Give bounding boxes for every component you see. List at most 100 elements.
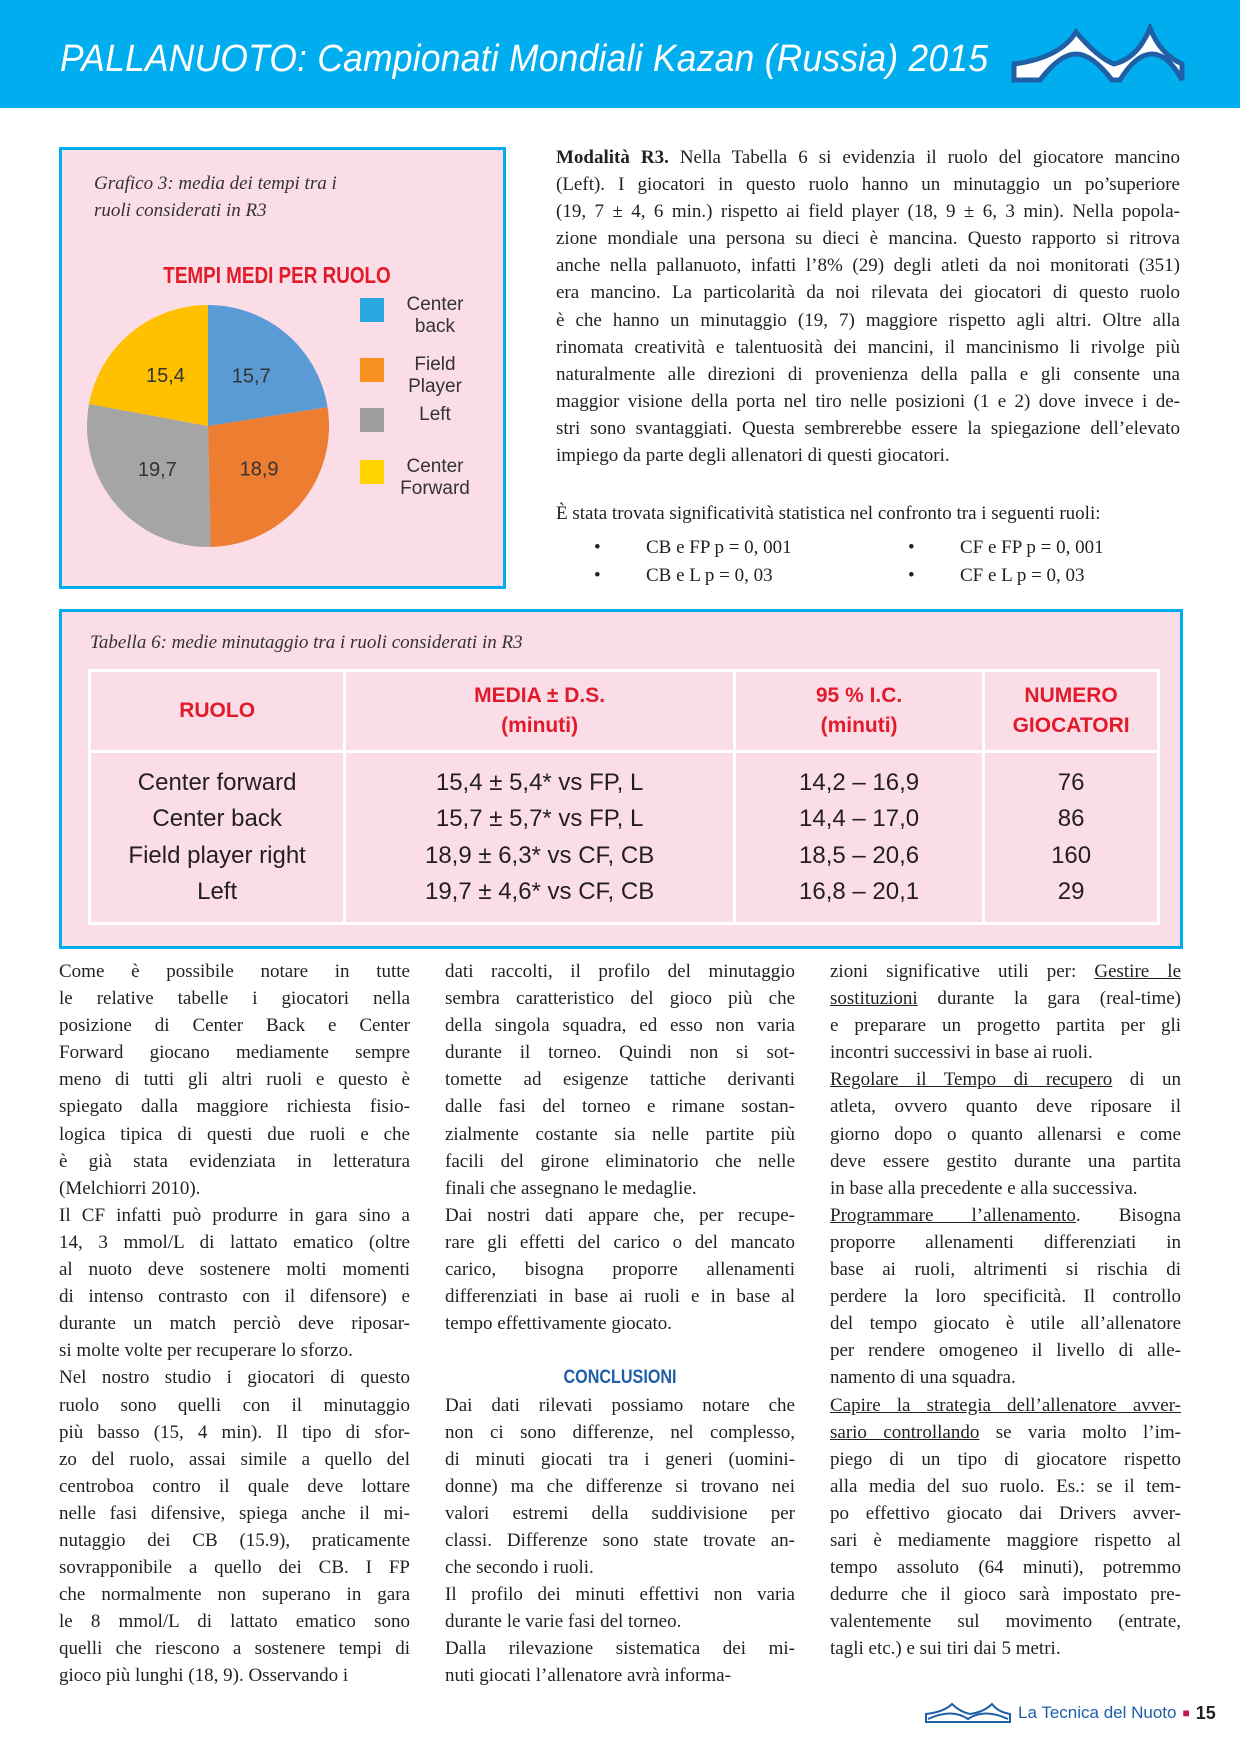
text-line: Dalla rilevazione sistematica dei mi-	[445, 1638, 795, 1660]
text-segment: . Bisogna	[1075, 1204, 1182, 1226]
chart-panel: Grafico 3: media dei tempi tra i ruoli c…	[59, 147, 506, 589]
text-line: Nel nostro studio i giocatori di questo	[59, 1367, 410, 1389]
underlined-phrase: Capire la strategia dell’allenatore avve…	[830, 1394, 1181, 1416]
text-line: (Left). I giocatori in questo ruolo hann…	[556, 174, 1180, 196]
text-line: zo del ruolo, assai simile a quello del	[59, 1448, 410, 1470]
text-line: Come è possibile notare in tutte	[59, 961, 410, 982]
text-line: valori estremi della suddivisione per	[445, 1502, 795, 1524]
text-line: sovrapponibile a quello dei CB. I FP	[59, 1557, 410, 1579]
legend-line: back	[414, 316, 456, 337]
text-segment: di un	[1112, 1069, 1181, 1091]
text-line: po effettivo giocato dai Drivers avver-	[830, 1502, 1181, 1524]
text-line: anche nella pallanuoto, infatti l’8% (29…	[556, 255, 1180, 277]
text-line: le relative tabelle i giocatori nella	[59, 988, 410, 1010]
text-line: namento di una squadra.	[830, 1367, 1016, 1389]
header-line: (minuti)	[501, 714, 579, 737]
text-line: deve essere gestito durante una partita	[830, 1150, 1181, 1172]
text-line: Regolare il Tempo di recupero di un	[830, 1066, 1181, 1093]
legend-item: Center back	[360, 294, 490, 354]
text-line: dalle fasi del torneo e rimane sostan-	[445, 1096, 795, 1118]
legend-label: Center Forward	[390, 456, 480, 500]
table-cell: 19,7 ± 4,6* vs CF, CB	[343, 874, 736, 925]
text-line: tempo effettivamente giocato.	[445, 1313, 673, 1335]
column-header: MEDIA ± D.S. (minuti)	[343, 669, 736, 753]
text-line: al nuoto deve sostenere molti momenti	[59, 1259, 410, 1281]
text-line: nutaggio dei CB (15.9), praticamente	[59, 1529, 410, 1551]
text-line: stri sono svantaggiati. Questa sembrereb…	[556, 417, 1180, 439]
text-line: nelle fasi difensive, spiega anche il mi…	[59, 1502, 410, 1524]
text-line: sari è mediamente maggiore rispetto al	[830, 1529, 1181, 1551]
table-cell: Center back	[87, 800, 347, 838]
table-cell: 18,9 ± 6,3* vs CF, CB	[343, 837, 736, 875]
table-cell: 160	[982, 837, 1160, 875]
section-heading: CONCLUSIONI	[563, 1367, 677, 1389]
legend-swatch	[360, 358, 384, 382]
text-line: durante il torneo. Quindi non si sot-	[445, 1042, 795, 1064]
text-line: quelli che riescono a sostenere tempi di	[59, 1638, 410, 1660]
chart-title: TEMPI MEDI PER RUOLO	[163, 262, 391, 288]
text-line: base ai ruoli, altrimenti si rischia di	[830, 1259, 1181, 1281]
text-line: classi. Differenze sono state trovate an…	[445, 1529, 795, 1551]
table-header-row: RUOLO MEDIA ± D.S. (minuti) 95 % I.C. (minut…	[87, 669, 1160, 753]
underlined-phrase: Regolare il Tempo di recupero	[830, 1069, 1113, 1091]
text-segment: Nella Tabella 6 si evidenzia il ruolo de…	[668, 147, 1181, 168]
table-caption: Tabella 6: medie minutaggio tra i ruoli …	[90, 632, 523, 653]
text-line: facili del girone eliminatorio che nelle	[445, 1150, 795, 1172]
text-line: finali che assegnano le medaglie.	[445, 1177, 697, 1199]
slice-value-label: 19,7	[138, 459, 177, 481]
text-segment: durante la gara (real-time)	[917, 988, 1181, 1010]
text-line: che normalmente non superano in gara	[59, 1584, 410, 1606]
page-footer: La Tecnica del Nuoto ■ 15	[924, 1698, 1216, 1728]
text-line: Dai dati rilevati possiamo notare che	[445, 1394, 795, 1416]
separator-dot: ■	[1182, 1705, 1190, 1720]
text-line: in base alla precedente e alla successiv…	[830, 1177, 1138, 1199]
text-line: Il CF infatti può produrre in gara sino …	[59, 1204, 410, 1226]
table-cell: 76	[982, 751, 1160, 801]
table-cell: 16,8 – 20,1	[732, 874, 986, 925]
underlined-phrase: Programmare l’allenamento	[830, 1204, 1076, 1226]
text-line: di intenso contrasto con il difensore) e	[59, 1286, 410, 1308]
text-line: perdere la loro specificità. Il controll…	[830, 1286, 1181, 1308]
page-header: PALLANUOTO: Campionati Mondiali Kazan (R…	[0, 0, 1240, 108]
table-row: Field player right 18,9 ± 6,3* vs CF, CB 1…	[87, 837, 1160, 875]
text-segment: zioni significative utili per:	[830, 961, 1095, 982]
text-line: centroboa contro il quale deve lottare	[59, 1475, 410, 1497]
slice-value-label: 15,4	[146, 365, 185, 387]
table-cell: 18,5 – 20,6	[732, 837, 986, 875]
pie-slice-center-forward	[89, 305, 208, 426]
magazine-name: La Tecnica del Nuoto	[1018, 1703, 1177, 1722]
slice-value-label: 15,7	[232, 365, 271, 387]
legend-label: Left	[390, 404, 480, 426]
column-header: RUOLO	[87, 669, 347, 753]
chart-caption: Grafico 3: media dei tempi tra i ruoli c…	[94, 170, 337, 224]
text-line: (19, 7 ± 4, 6 min.) rispetto ai field pl…	[556, 201, 1180, 223]
table-row: Left 19,7 ± 4,6* vs CF, CB 16,8 – 20,1 29	[87, 874, 1160, 925]
slice-value-label: 18,9	[240, 459, 279, 481]
significance-text: È stata trovata significatività statisti…	[556, 503, 1101, 524]
intro-text: Modalità R3. Nella Tabella 6 si evidenzi…	[556, 144, 1180, 469]
legend-label: Center back	[390, 294, 480, 338]
text-line: atleta, ovvero quanto deve riposare il	[830, 1096, 1181, 1118]
bullet-item: CB e FP p = 0, 001	[594, 534, 792, 562]
text-line: durante le varie fasi del torneo.	[445, 1611, 682, 1633]
text-line: logica tipica di questi due ruoli e che	[59, 1123, 410, 1145]
column-header: 95 % I.C. (minuti)	[732, 669, 986, 753]
text-line: e preparare un progetto partita per gli	[830, 1015, 1181, 1037]
page-number: 15	[1195, 1702, 1216, 1723]
text-line: che secondo i ruoli.	[445, 1557, 594, 1579]
text-line: più basso (15, 4 min). Il tipo di sfor-	[59, 1421, 410, 1443]
lead-label: Modalità R3.	[556, 147, 669, 168]
text-line: giorno dopo o quanto allenarsi e come	[830, 1123, 1181, 1145]
legend-line: Player	[408, 376, 462, 397]
text-line: è che hanno un minutaggio (19, 7) maggio…	[556, 309, 1180, 331]
text-line: zialmente costante sia nelle partite più	[445, 1123, 795, 1145]
table-cell: Field player right	[87, 837, 347, 875]
text-segment: se varia molto l’im-	[979, 1421, 1181, 1443]
legend-item: Center Forward	[360, 456, 490, 516]
table-cell: 14,4 – 17,0	[732, 800, 986, 838]
header-line: RUOLO	[179, 699, 256, 722]
underlined-phrase: Gestire le	[1094, 961, 1182, 982]
underlined-phrase: sario controllando	[830, 1421, 980, 1443]
text-line: Forward giocano mediamente sempre	[59, 1042, 410, 1064]
table-cell: Center forward	[87, 751, 347, 801]
